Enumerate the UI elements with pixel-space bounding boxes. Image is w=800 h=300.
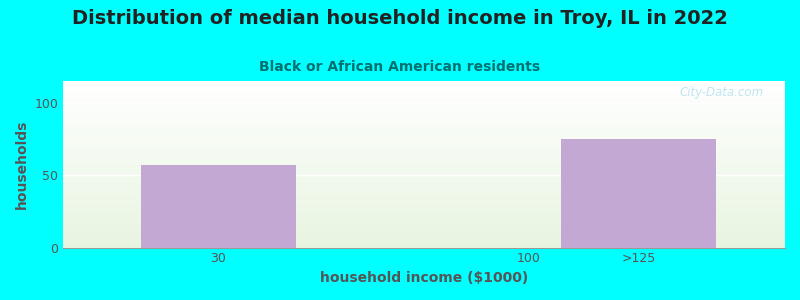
Text: Distribution of median household income in Troy, IL in 2022: Distribution of median household income … — [72, 9, 728, 28]
Text: City-Data.com: City-Data.com — [679, 86, 763, 99]
Bar — [141, 165, 296, 247]
X-axis label: household income ($1000): household income ($1000) — [320, 271, 528, 285]
Y-axis label: households: households — [15, 120, 29, 209]
Text: Black or African American residents: Black or African American residents — [259, 60, 541, 74]
Bar — [562, 139, 716, 248]
